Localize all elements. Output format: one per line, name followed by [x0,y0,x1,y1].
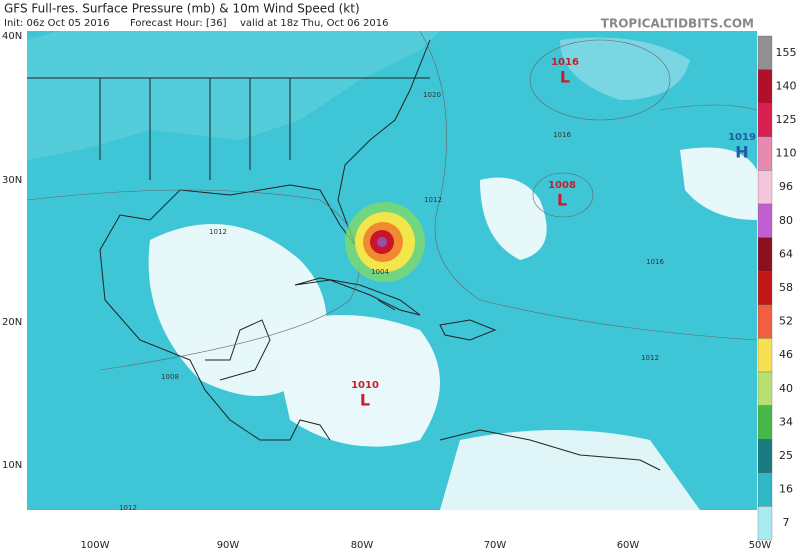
colorbar-segment [757,338,773,373]
colorbar-label: 64 [779,247,793,260]
colorbar-segment [757,170,773,205]
calm-area [270,315,440,447]
colorbar-segment [757,405,773,440]
colorbar-label: 140 [776,79,797,92]
calm-area [480,177,547,260]
isobar-label: 1012 [209,228,227,236]
colorbar-label: 58 [779,281,793,294]
land [440,430,700,510]
colorbar-label: 34 [779,415,793,428]
colorbar-label: 16 [779,483,793,496]
colorbar-segment [757,304,773,339]
colorbar-label: 25 [779,449,793,462]
colorbar-label: 110 [776,147,797,160]
colorbar-segment [757,136,773,171]
colorbar-label: 155 [776,46,797,59]
colorbar-segment [757,237,773,272]
lon-label: 60W [617,540,640,551]
lon-label: 100W [81,540,110,551]
lon-label: 70W [484,540,507,551]
colorbar-segment [757,439,773,473]
isobar-label: 1012 [119,504,137,512]
wind-field [27,31,440,160]
isobar-label: 1012 [424,196,442,204]
isobar-label: 1012 [641,354,659,362]
colorbar-segment [757,69,773,104]
hurricane [345,202,425,282]
colorbar-label: 40 [779,382,793,395]
center-pressure: 1016 [551,57,579,68]
lat-label: 40N [2,31,22,42]
colorbar-segment [757,506,773,541]
center-type: L [360,391,370,410]
isobar-label: 1004 [371,268,389,276]
site: TROPICALTIDBITS.COM [601,17,754,31]
colorbar-label: 80 [779,214,793,227]
colorbar-label: 7 [783,516,790,529]
lon-label: 50W [749,540,772,551]
init: Init: 06z Oct 05 2016 [4,18,110,29]
center-pressure: 1019 [728,132,756,143]
center-type: L [560,68,570,87]
wind-field [560,37,690,100]
lat-label: 10N [2,460,22,471]
colorbar-segment [757,371,773,406]
lon-label: 80W [351,540,374,551]
colorbar-segment [757,35,773,70]
colorbar-segment [757,103,773,137]
colorbar-segment [757,472,773,507]
title: GFS Full-res. Surface Pressure (mb) & 10… [4,2,360,16]
lon-label: 90W [217,540,240,551]
colorbar-label: 125 [776,113,797,126]
forecast-hour: Forecast Hour: [36] [130,18,227,29]
isobar-label: 1016 [553,131,571,139]
calm-area [680,147,757,220]
isobar-label: 1016 [646,258,664,266]
colorbar-label: 96 [779,180,793,193]
lat-label: 20N [2,317,22,328]
lat-label: 30N [2,175,22,186]
isobar-label: 1020 [423,91,441,99]
center-type: H [735,143,748,162]
coastlines [27,39,661,471]
colorbar-label: 52 [779,315,793,328]
center-type: L [557,191,567,210]
colorbar-segment [757,203,773,238]
isobar-label: 1008 [161,373,179,381]
colorbar-label: 46 [779,348,793,361]
center-pressure: 1010 [351,380,379,391]
valid-time: valid at 18z Thu, Oct 06 2016 [240,18,388,29]
center-pressure: 1008 [548,180,576,191]
map [26,30,758,510]
colorbar-segment [757,271,773,305]
